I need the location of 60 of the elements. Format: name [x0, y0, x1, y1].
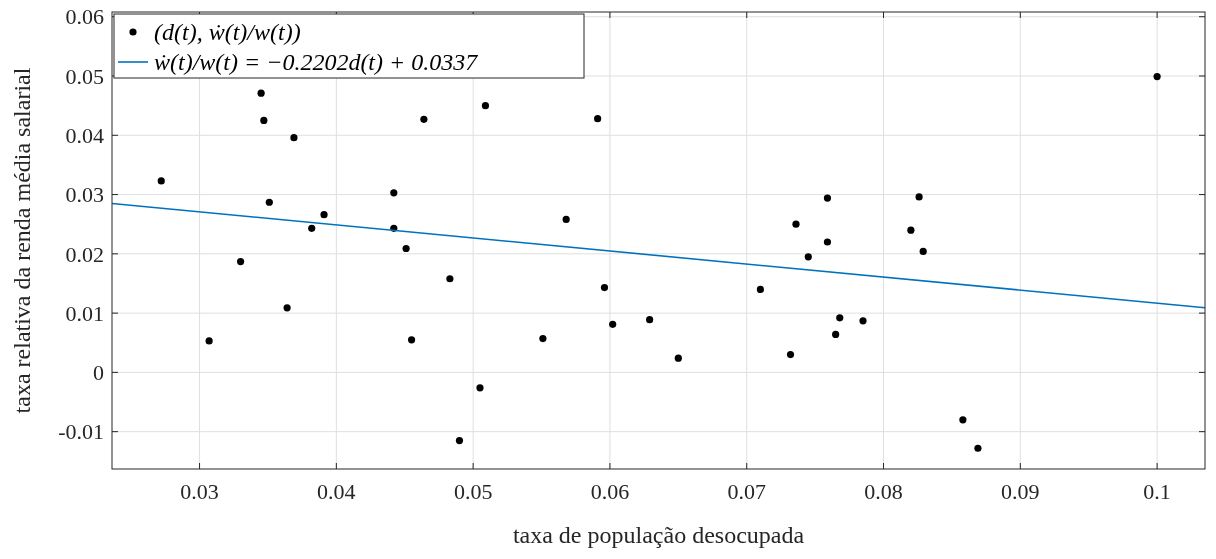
y-tick-label: -0.01 — [58, 419, 104, 445]
point — [402, 244, 410, 253]
point — [446, 275, 454, 283]
x-tick-label: 0.09 — [1001, 479, 1040, 504]
y-tick-label: 0.01 — [65, 300, 104, 326]
x-tick-label: 0.04 — [317, 479, 356, 504]
y-tick-label: 0.02 — [65, 241, 104, 267]
point — [756, 285, 765, 293]
point — [420, 115, 428, 123]
point — [959, 416, 967, 424]
point — [915, 193, 923, 201]
point — [308, 224, 316, 232]
y-tick-label: 0.06 — [65, 4, 104, 30]
legend-label: ẇ(t)/w(t) = −0.2202d(t) + 0.0337 — [154, 49, 479, 76]
y-tick-label: 0 — [93, 360, 104, 386]
y-axis-title: taxa relativa da renda média salarial — [9, 67, 35, 414]
point — [974, 444, 982, 452]
point — [236, 257, 245, 266]
point — [265, 198, 273, 206]
y-tick-label: 0.05 — [65, 63, 104, 89]
point — [205, 337, 213, 345]
point — [600, 284, 609, 292]
point — [407, 336, 416, 344]
point — [1153, 73, 1161, 81]
legend-label: (d(t), ẇ(t)/w(t)) — [154, 19, 301, 46]
x-tick-label: 0.03 — [180, 479, 219, 504]
point — [476, 384, 484, 392]
y-tick-label: 0.04 — [65, 122, 104, 148]
point — [646, 316, 654, 324]
point — [859, 317, 867, 325]
point — [836, 314, 844, 322]
point — [832, 330, 840, 339]
point — [562, 215, 570, 224]
point — [823, 194, 832, 202]
point — [594, 115, 602, 123]
point — [283, 304, 291, 312]
point — [919, 247, 927, 256]
point — [823, 238, 832, 246]
x-tick-label: 0.1 — [1143, 479, 1171, 504]
point — [907, 226, 915, 234]
point — [674, 354, 682, 362]
point — [804, 253, 812, 261]
point — [609, 320, 617, 328]
point — [260, 116, 268, 125]
point — [320, 211, 328, 219]
point — [390, 189, 398, 197]
y-tick-label: 0.03 — [65, 182, 104, 208]
point — [455, 436, 464, 445]
x-axis-title: taxa de população desocupada — [512, 522, 805, 548]
point — [539, 335, 547, 343]
x-tick-label: 0.05 — [453, 479, 493, 504]
point — [786, 351, 795, 359]
point — [792, 220, 800, 228]
x-tick-label: 0.06 — [590, 479, 630, 504]
point — [257, 89, 265, 97]
point — [157, 177, 165, 185]
x-tick-label: 0.07 — [727, 479, 766, 504]
point — [290, 134, 298, 142]
point — [481, 102, 490, 110]
x-tick-label: 0.08 — [864, 479, 903, 504]
